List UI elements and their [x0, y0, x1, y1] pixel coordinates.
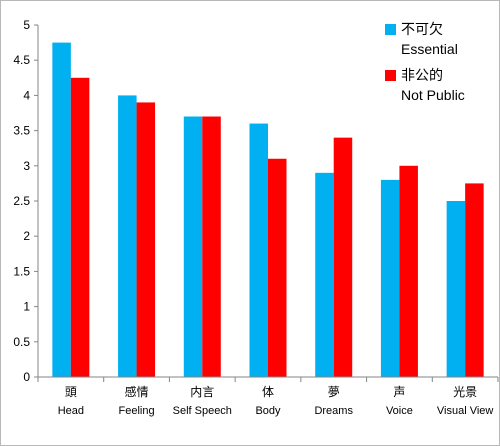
bar-not-public-feeling [136, 102, 156, 377]
x-tick-label-cn: 体 [262, 385, 274, 399]
y-tick-label: 5 [23, 18, 30, 32]
y-tick-label: 2.5 [13, 194, 30, 208]
x-tick-label-cn: 声 [393, 385, 405, 399]
x-tick-label-en: Self Speech [173, 405, 232, 417]
bar-not-public-head [70, 77, 90, 378]
x-tick-label-en: Head [58, 405, 84, 417]
bar-not-public-self-speech [202, 116, 221, 378]
x-tick-label-en: Feeling [119, 405, 155, 417]
bar-not-public-dreams [333, 137, 353, 377]
bar-not-public-body [268, 158, 287, 377]
x-tick-label-cn: 感情 [125, 384, 149, 399]
bar-essential-self-speech [183, 116, 203, 378]
x-tick-label-cn: 頭 [65, 385, 77, 399]
x-tick-label-cn: 夢 [328, 385, 340, 399]
bar-not-public-visual-view [465, 183, 484, 377]
bar-essential-feeling [118, 95, 137, 378]
bar-essential-head [52, 42, 71, 377]
legend: 不可欠 Essential 非公的 Not Public [379, 15, 495, 107]
legend-label-not-public-en: Not Public [401, 87, 465, 103]
y-tick-label: 3 [23, 159, 30, 173]
bar-essential-visual-view [446, 201, 466, 377]
y-tick-label: 1 [23, 300, 30, 314]
legend-swatch-not-public [385, 70, 396, 81]
x-tick-label-cn: 内言 [190, 385, 214, 399]
y-tick-label: 0.5 [13, 335, 30, 349]
y-tick-label: 2 [23, 229, 30, 243]
legend-label-essential-cn: 不可欠 [401, 22, 443, 38]
x-tick-label-en: Visual View [437, 405, 494, 417]
legend-swatch-essential [385, 24, 396, 35]
bar-essential-body [249, 123, 268, 377]
x-tick-label-cn: 光景 [453, 385, 477, 399]
y-tick-label: 3.5 [13, 124, 30, 138]
legend-label-not-public-cn: 非公的 [401, 68, 443, 84]
legend-label-essential-en: Essential [401, 41, 458, 57]
x-tick-label-en: Body [255, 405, 281, 417]
bar-essential-voice [380, 179, 400, 377]
y-tick-label: 0 [23, 370, 30, 384]
bar-not-public-voice [399, 165, 418, 377]
y-tick-label: 4.5 [13, 53, 30, 67]
y-tick-label: 1.5 [13, 264, 30, 278]
bar-essential-dreams [315, 172, 334, 377]
x-tick-label-en: Voice [386, 405, 413, 417]
y-tick-label: 4 [23, 88, 30, 102]
x-tick-label-en: Dreams [314, 405, 353, 417]
